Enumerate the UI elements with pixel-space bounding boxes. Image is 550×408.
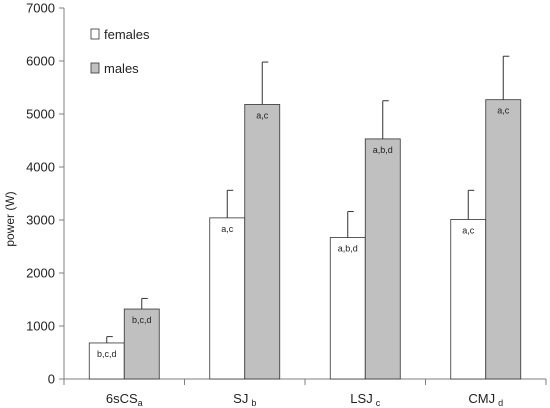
y-tick-label: 4000: [26, 160, 55, 175]
axes: 0 1000 2000 3000 4000 5000 6000 7000 6sCSa SJ b LSJ…: [26, 1, 547, 408]
bar-females-SJ: [209, 217, 246, 380]
bar-females-LSJ: [329, 237, 366, 380]
legend-swatch-males: [90, 62, 100, 74]
x-tick-label: 6sCSa: [106, 391, 143, 408]
bar-annotation: b,c,d: [132, 315, 152, 325]
legend-swatch-females: [90, 28, 100, 40]
bar-annotation: a,b,d: [338, 243, 358, 253]
bar-males-CMJ: [485, 99, 522, 380]
legend: females males: [90, 27, 150, 76]
legend-label-females: females: [104, 27, 150, 42]
y-tick-label: 5000: [26, 107, 55, 122]
bar-annotation: b,c,d: [97, 349, 117, 359]
bar-annotation: a,c: [221, 224, 234, 234]
bar-males-LSJ: [364, 138, 401, 380]
y-axis-title: power (W): [3, 191, 17, 246]
y-tick-label: 7000: [26, 1, 55, 16]
bar-annotation: a,c: [497, 106, 510, 116]
y-tick-label: 0: [48, 372, 55, 387]
bar-annotation: a,b,d: [373, 145, 393, 155]
legend-label-males: males: [104, 61, 139, 76]
y-tick-label: 6000: [26, 54, 55, 69]
y-tick-label: 2000: [26, 266, 55, 281]
y-tick-label: 1000: [26, 319, 55, 334]
bar-males-SJ: [244, 104, 281, 380]
x-tick-label: SJ b: [233, 391, 256, 408]
x-tick-label: CMJ d: [468, 391, 503, 408]
x-tick-label: LSJ c: [350, 391, 380, 408]
bars: b,c,d a,c a,b,d a,c b,c,d a,c a,b,d a,c: [88, 55, 522, 380]
bar-annotation: a,c: [256, 110, 269, 120]
bar-females-CMJ: [450, 219, 487, 380]
y-tick-label: 3000: [26, 213, 55, 228]
bar-annotation: a,c: [462, 225, 475, 235]
bar-males-6sCS: [123, 308, 160, 380]
